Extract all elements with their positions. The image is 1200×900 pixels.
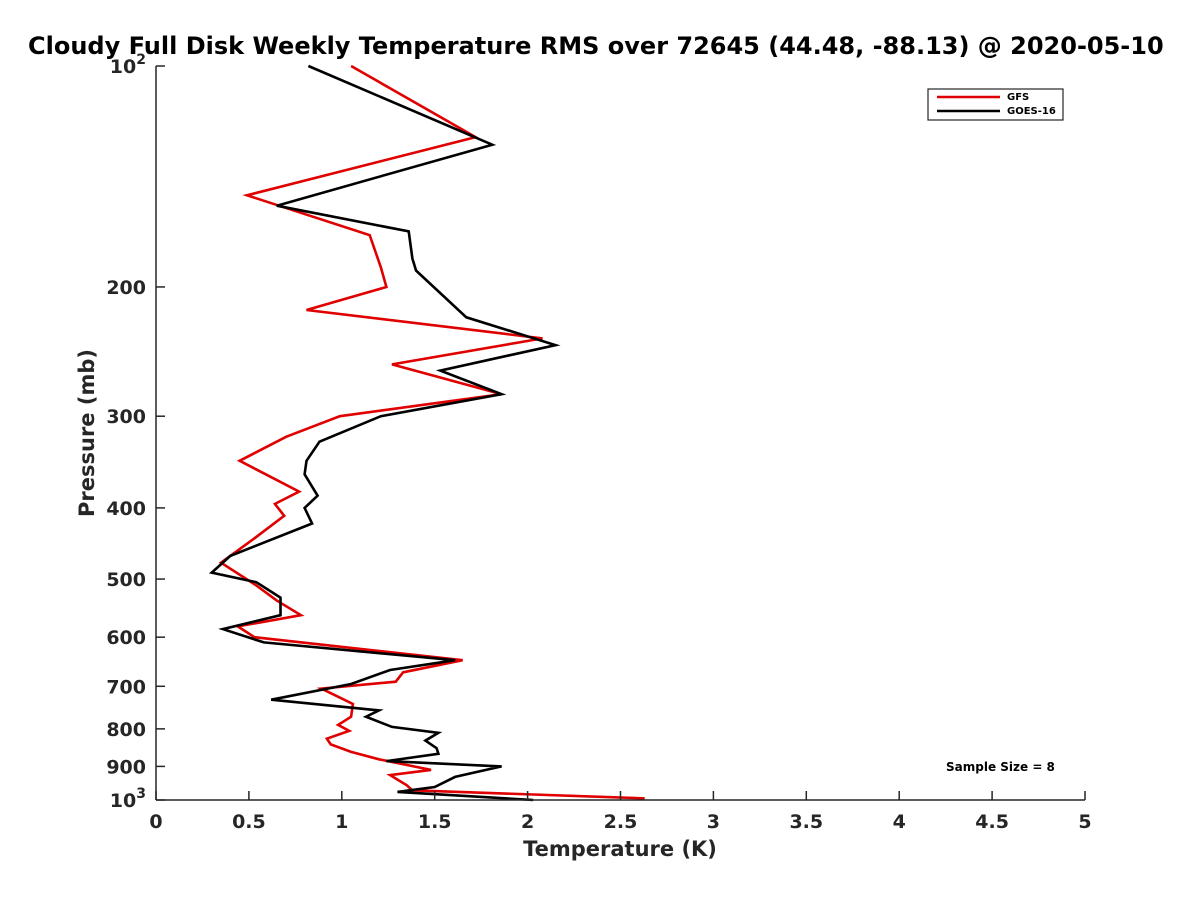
legend-label-gfs: GFS bbox=[1007, 92, 1029, 103]
y-ticks: 102 200 300 400 500 600 700 800 900 103 bbox=[106, 52, 165, 812]
y-tick-label: 200 bbox=[106, 277, 146, 299]
y-tick-label: 900 bbox=[106, 756, 146, 778]
y-tick-label: 400 bbox=[106, 498, 146, 520]
sample-size-annotation: Sample Size = 8 bbox=[946, 760, 1055, 774]
x-tick-label: 4.5 bbox=[975, 811, 1009, 833]
x-axis-label: Temperature (K) bbox=[523, 837, 717, 861]
legend-box bbox=[927, 88, 1064, 121]
x-ticks: 0 0.5 1 1.5 2 2.5 3 3.5 4 4.5 5 bbox=[149, 791, 1092, 833]
x-tick-label: 4 bbox=[893, 811, 906, 833]
y-tick-label: 300 bbox=[106, 406, 146, 428]
y-tick-label: 103 bbox=[110, 786, 146, 812]
y-tick-label: 800 bbox=[106, 719, 146, 741]
y-axis-label: Pressure (mb) bbox=[75, 349, 99, 517]
x-tick-label: 5 bbox=[1078, 811, 1091, 833]
x-tick-label: 2 bbox=[521, 811, 534, 833]
x-tick-label: 0.5 bbox=[232, 811, 266, 833]
x-tick-label: 0 bbox=[149, 811, 162, 833]
y-tick-label: 500 bbox=[106, 569, 146, 591]
series-line-goes16 bbox=[208, 64, 561, 802]
series-line-gfs bbox=[218, 64, 645, 800]
y-tick-label: 600 bbox=[106, 627, 146, 649]
x-tick-label: 3 bbox=[707, 811, 720, 833]
legend-label-goes16: GOES-16 bbox=[1007, 106, 1056, 117]
plot-area: 0 0.5 1 1.5 2 2.5 3 3.5 4 4.5 5 102 200 300 400 500 600… bbox=[106, 52, 1091, 833]
chart-title: Cloudy Full Disk Weekly Temperature RMS … bbox=[28, 32, 1164, 60]
x-tick-label: 1.5 bbox=[418, 811, 452, 833]
x-tick-label: 2.5 bbox=[604, 811, 638, 833]
x-tick-label: 3.5 bbox=[789, 811, 823, 833]
series-layer bbox=[208, 64, 645, 802]
x-tick-label: 1 bbox=[335, 811, 348, 833]
legend: GFS GOES-16 bbox=[927, 88, 1064, 121]
y-tick-label: 102 bbox=[110, 52, 146, 78]
y-tick-label: 700 bbox=[106, 676, 146, 698]
